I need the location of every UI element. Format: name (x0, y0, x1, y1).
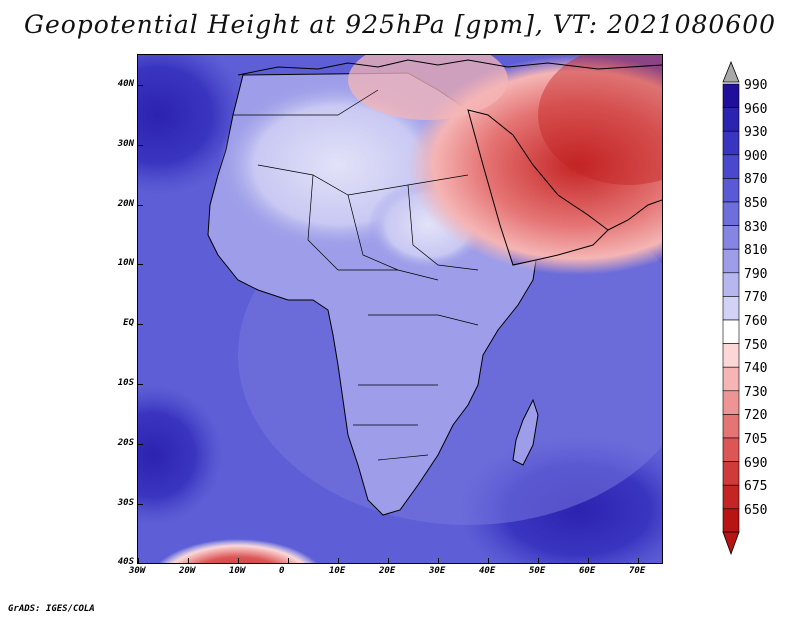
colorbar-level-label: 930 (744, 125, 768, 141)
map-svg (138, 55, 662, 563)
lat-label: 10S (117, 378, 134, 388)
lon-label: 20E (379, 566, 396, 576)
plot-title: Geopotential Height at 925hPa [gpm], VT:… (23, 10, 777, 39)
colorbar-level-label: 730 (744, 384, 768, 400)
colorbar-top-arrow (722, 60, 740, 83)
colorbar-level-label: 850 (744, 196, 768, 211)
map-panel (138, 55, 662, 563)
colorbar-swatch (722, 508, 740, 533)
colorbar-swatch (722, 154, 740, 179)
colorbar-swatch (722, 414, 740, 439)
europe-coast (237, 59, 662, 76)
lat-tick (138, 324, 143, 326)
lat-tick (138, 264, 143, 266)
colorbar-swatch (722, 83, 740, 108)
colorbar-level-label: 960 (744, 101, 768, 117)
lat-tick (138, 563, 143, 565)
colorbar-level-label: 650 (744, 502, 768, 518)
lat-tick (138, 503, 143, 505)
colorbar-level-label: 675 (744, 479, 768, 495)
asia-coast (607, 199, 662, 231)
lon-tick (538, 558, 539, 563)
lat-tick (138, 443, 143, 445)
lon-label: 20W (179, 566, 196, 576)
lat-label: 20S (117, 437, 134, 448)
lon-label: 40E (479, 566, 496, 576)
colorbar-bottom-arrow (722, 531, 740, 556)
colorbar-level-label: 705 (744, 432, 768, 447)
colorbar-level-label: 870 (744, 172, 768, 188)
colorbar-swatch (722, 437, 740, 462)
lon-tick (188, 558, 189, 563)
lat-label: 30S (117, 497, 134, 508)
colorbar-swatch (722, 201, 740, 226)
colorbar-level-label: 790 (744, 266, 768, 282)
colorbar-level-label: 770 (744, 290, 768, 306)
colorbar-level-label: 750 (744, 337, 768, 353)
colorbar-level-label: 720 (744, 408, 768, 424)
colorbar (722, 60, 740, 556)
colorbar-swatch (722, 178, 740, 203)
high-cell-sw (138, 385, 223, 525)
colorbar-swatch (722, 484, 740, 510)
lat-tick (138, 384, 143, 385)
colorbar-swatch (722, 390, 740, 415)
lon-tick (238, 558, 239, 563)
lon-tick (638, 558, 639, 563)
lat-label: 10N (117, 258, 134, 269)
colorbar-level-label: 740 (744, 361, 768, 377)
lon-label: 10W (229, 566, 246, 576)
colorbar-level-label: 990 (744, 78, 768, 93)
lon-tick (388, 558, 389, 563)
lon-tick (138, 558, 139, 563)
lon-label: 30E (429, 566, 446, 576)
footer-credit: GrADS: IGES/COLA (8, 604, 95, 614)
arabia-coast (467, 109, 609, 266)
lon-label: 60E (579, 566, 596, 576)
colorbar-level-label: 830 (744, 219, 768, 235)
colorbar-swatch (722, 272, 740, 297)
iran-heat-low (538, 55, 662, 185)
lat-tick (138, 144, 143, 146)
lon-tick (588, 558, 589, 563)
lat-label: 40N (117, 79, 134, 89)
lon-tick (438, 558, 439, 563)
lon-tick (338, 558, 339, 563)
lat-label: 20N (117, 198, 134, 209)
colorbar-level-label: 690 (744, 455, 768, 471)
lon-label: 50E (529, 566, 546, 576)
colorbar-swatch (722, 319, 740, 344)
country-borders (233, 89, 479, 461)
colorbar-swatch (722, 343, 740, 368)
colorbar-level-label: 810 (744, 243, 768, 259)
colorbar-swatch (722, 461, 740, 486)
colorbar-level-label: 760 (744, 314, 768, 329)
lat-label: 40S (117, 557, 134, 568)
lon-label: 10E (329, 566, 346, 576)
colorbar-swatch (722, 107, 740, 132)
med-field (348, 55, 508, 120)
madagascar (512, 398, 539, 466)
lon-label: 0 (279, 566, 285, 576)
lat-tick (138, 85, 143, 86)
colorbar-swatch (722, 225, 740, 250)
lat-label: 30N (117, 138, 134, 149)
lon-tick (488, 558, 489, 563)
colorbar-swatch (722, 296, 740, 321)
southern-low (151, 530, 325, 563)
lon-label: 70E (629, 566, 646, 576)
colorbar-level-label: 900 (744, 148, 768, 164)
lat-tick (138, 204, 143, 206)
lon-label: 30W (129, 566, 146, 576)
colorbar-swatch (722, 366, 740, 392)
colorbar-swatch (722, 130, 740, 156)
lat-label: EQ (123, 318, 134, 329)
colorbar-swatch (722, 248, 740, 274)
lon-tick (288, 558, 289, 563)
